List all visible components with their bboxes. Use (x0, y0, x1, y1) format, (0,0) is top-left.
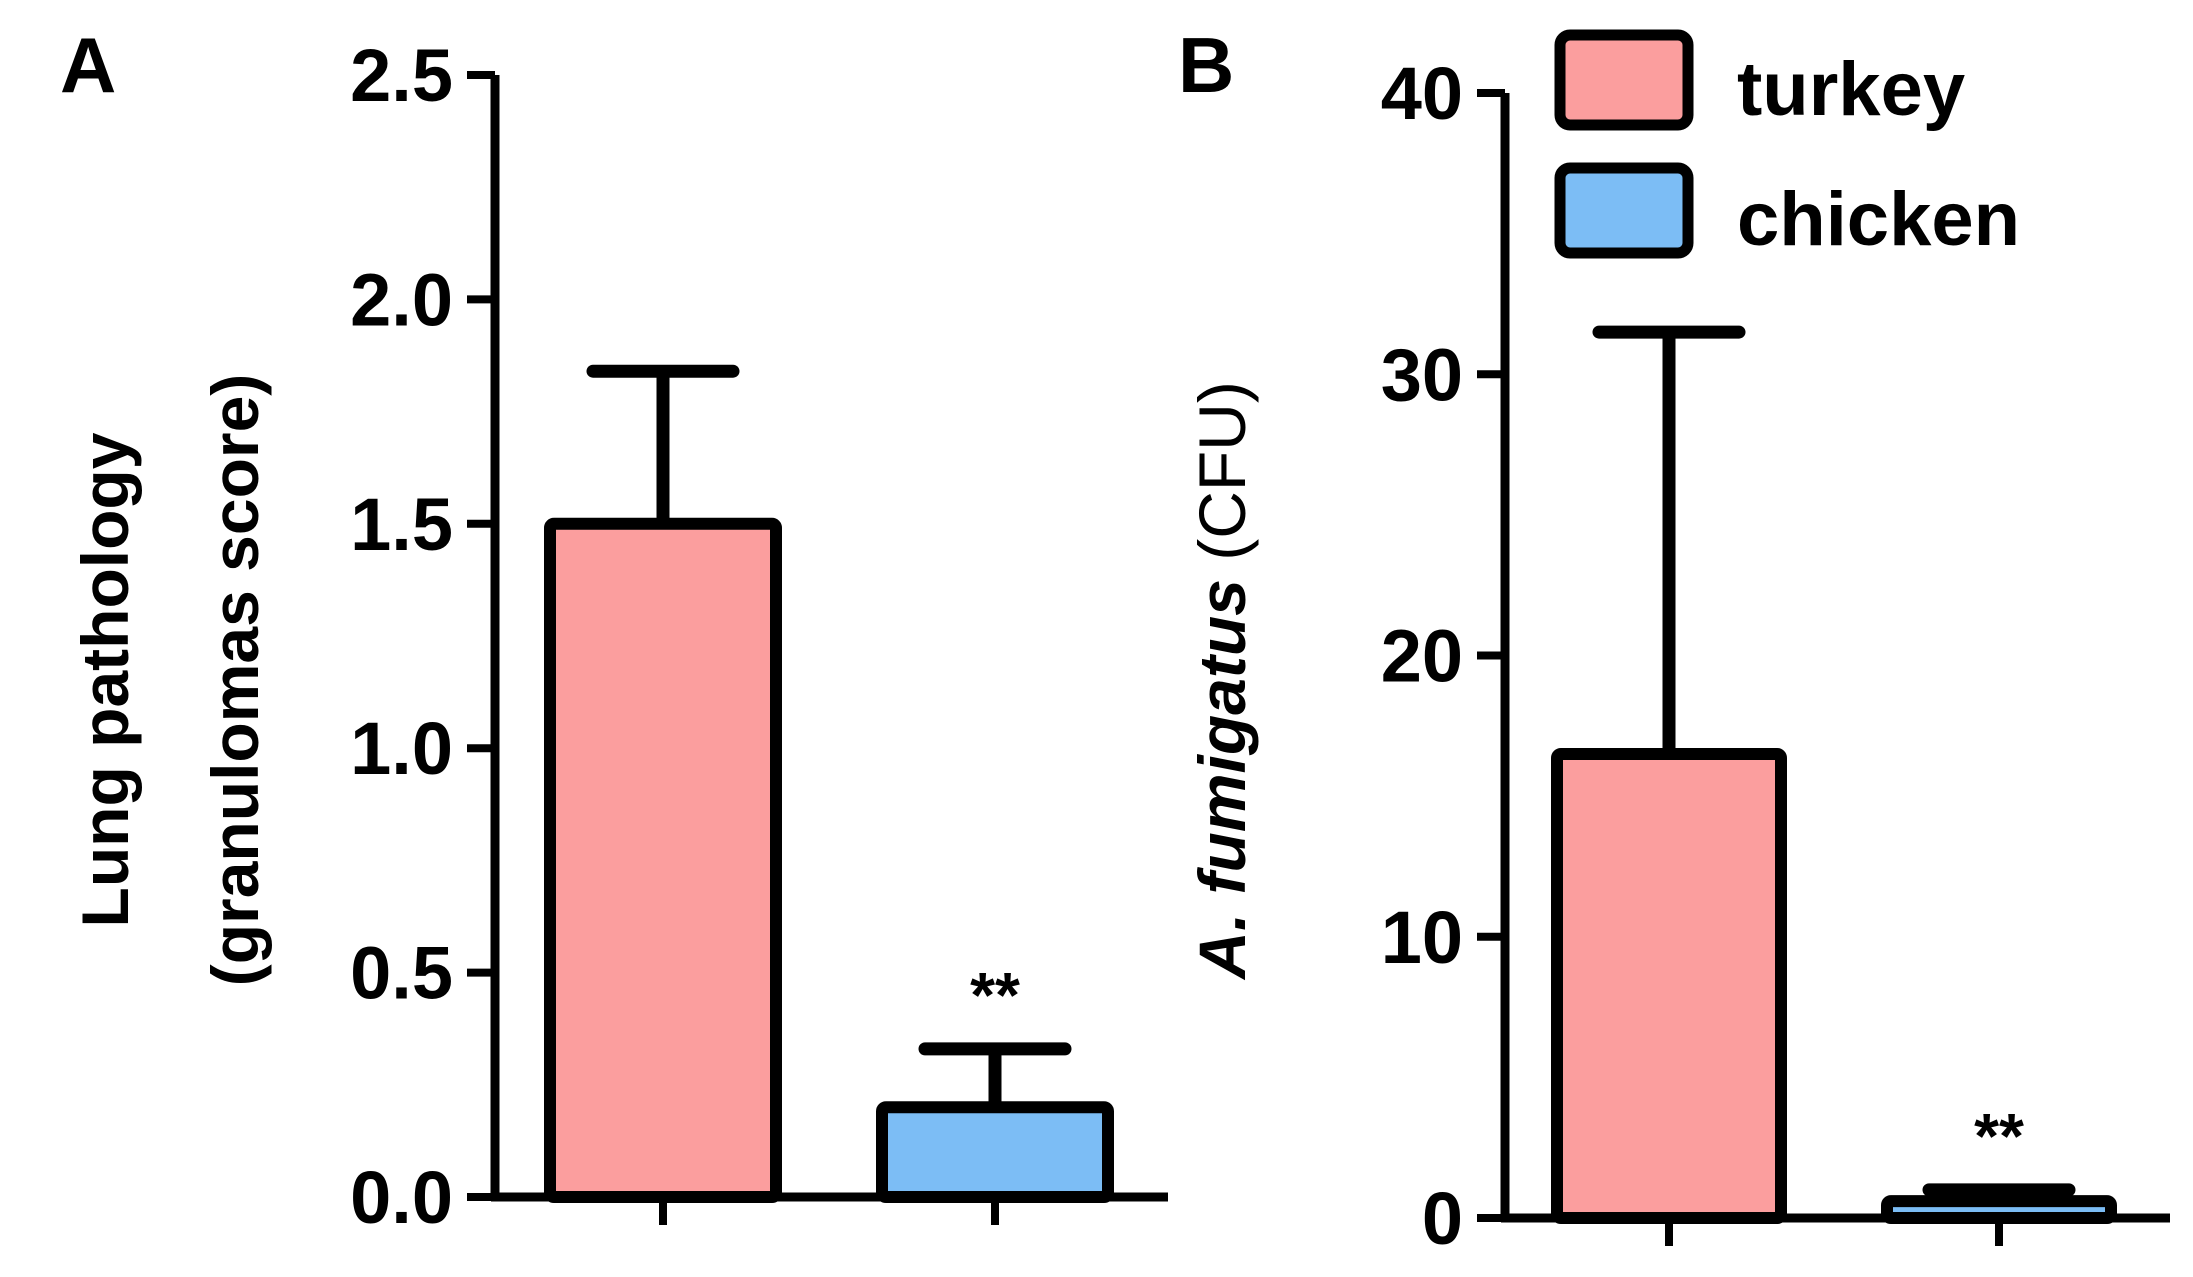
panel-a-ytick-label: 2.0 (350, 258, 453, 341)
panel-a-bar-chicken (876, 1101, 1114, 1203)
panel-b-ytick-label: 10 (1381, 896, 1463, 979)
panel-b-ylabel-unit: (CFU) (1185, 381, 1259, 579)
legend-swatch-turkey (1554, 29, 1694, 131)
panel-b-ylabel-italic: A. fumigatus (1185, 579, 1259, 981)
panel-b-ytick-label: 30 (1381, 333, 1463, 416)
panel-b-plot: ** 0 10 20 30 40 (1381, 52, 2170, 1260)
panel-b: B A. fumigatus (CFU) ** 0 10 20 30 40 (1178, 21, 2170, 1260)
panel-a-ylabel-line1: Lung pathology (68, 432, 142, 927)
panel-b-significance-chicken: ** (1974, 1100, 2024, 1172)
legend-swatch-chicken (1554, 162, 1694, 259)
panel-b-ytick-label: 0 (1422, 1177, 1463, 1260)
panel-b-ytick-label: 40 (1381, 52, 1463, 135)
legend-label-turkey: turkey (1737, 47, 1965, 132)
panel-a-plot: ** 0.0 0.5 1.0 1.5 2.0 2.5 (350, 34, 1168, 1239)
panel-a-bar-turkey (544, 517, 782, 1203)
legend: turkey chicken (1554, 29, 2020, 262)
panel-b-ytick-label: 20 (1381, 615, 1463, 698)
panel-a-ytick-label: 0.0 (350, 1156, 453, 1239)
panel-a: A Lung pathology (granulomas score) ** 0.… (60, 21, 1168, 1239)
panel-a-ylabel-line2: (granulomas score) (198, 374, 272, 987)
panel-a-ytick-label: 0.5 (350, 932, 453, 1015)
panel-a-ytick-label: 1.5 (350, 483, 453, 566)
panel-a-ytick-label: 1.0 (350, 707, 453, 790)
panel-b-bar-turkey (1551, 747, 1787, 1224)
panel-b-ylabel: A. fumigatus (CFU) (1185, 381, 1259, 981)
panel-b-letter: B (1178, 21, 1234, 109)
panel-a-significance-chicken: ** (970, 959, 1020, 1031)
panel-a-letter: A (60, 21, 116, 109)
panel-a-ytick-label: 2.5 (350, 34, 453, 117)
legend-label-chicken: chicken (1737, 177, 2020, 262)
